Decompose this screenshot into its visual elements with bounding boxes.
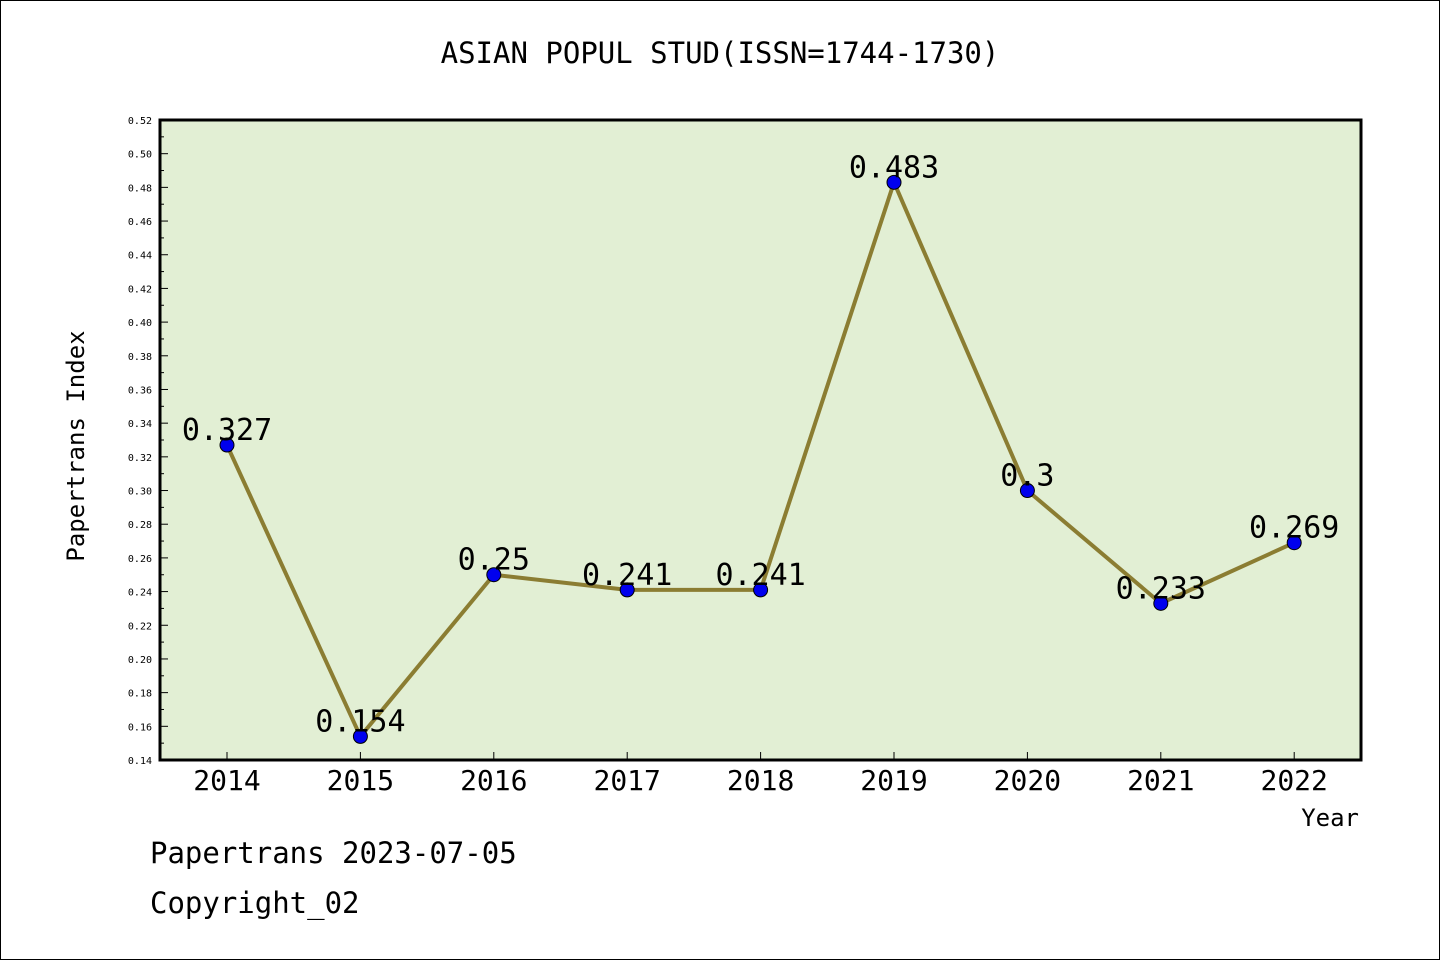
y-tick-label: 0.36 xyxy=(128,385,152,396)
x-tick-label: 2022 xyxy=(1260,764,1327,797)
data-label: 0.154 xyxy=(315,704,405,739)
data-point xyxy=(886,174,902,190)
data-point xyxy=(1286,535,1302,551)
y-tick-label: 0.16 xyxy=(128,722,152,733)
x-tick-label: 2015 xyxy=(327,764,394,797)
data-label: 0.483 xyxy=(849,150,939,185)
data-point xyxy=(1019,483,1035,499)
y-axis-label: Papertrans Index xyxy=(62,330,90,561)
data-point xyxy=(619,582,635,598)
y-tick-label: 0.38 xyxy=(128,352,152,363)
x-tick-label: 2017 xyxy=(593,764,660,797)
data-point xyxy=(219,437,235,453)
data-label: 0.241 xyxy=(715,558,805,593)
plot-border xyxy=(158,118,1363,762)
data-point xyxy=(1153,595,1169,611)
y-tick-label: 0.30 xyxy=(128,487,152,498)
y-tick-label: 0.34 xyxy=(128,419,152,430)
y-tick-label: 0.20 xyxy=(128,655,152,666)
y-tick-label: 0.52 xyxy=(128,116,152,127)
y-axis-ticks: 0.14 0.16 0.18 0.20 0.22 0.24 0.26 0.28 0.30 0.32… xyxy=(128,116,168,767)
x-tick-label: 2021 xyxy=(1127,764,1194,797)
footer-date: Papertrans 2023-07-05 xyxy=(150,836,517,870)
series-layer xyxy=(219,174,1302,744)
y-tick-label: 0.44 xyxy=(128,251,152,262)
y-tick-label: 0.48 xyxy=(128,183,152,194)
y-tick-label: 0.26 xyxy=(128,554,152,565)
y-tick-label: 0.50 xyxy=(128,150,152,161)
data-point xyxy=(486,567,502,583)
x-tick-label: 2020 xyxy=(994,764,1061,797)
x-axis-label: Year xyxy=(1301,804,1359,832)
x-tick-label: 2014 xyxy=(193,764,260,797)
y-tick-label: 0.46 xyxy=(128,217,152,228)
data-label: 0.233 xyxy=(1116,571,1206,606)
x-axis-ticks: 2014 2015 2016 2017 2018 2019 2020 2021 2022 xyxy=(193,752,1328,797)
footer-copyright: Copyright_02 xyxy=(150,886,360,920)
chart-title: ASIAN POPUL STUD(ISSN=1744-1730) xyxy=(440,36,1000,70)
plot-area xyxy=(160,120,1361,760)
data-label: 0.25 xyxy=(458,543,530,578)
data-label: 0.269 xyxy=(1249,511,1339,546)
y-tick-label: 0.24 xyxy=(128,588,152,599)
data-point xyxy=(753,582,769,598)
data-label: 0.241 xyxy=(582,558,672,593)
data-labels: 0.327 0.154 0.25 0.241 0.241 0.483 0.3 0.233 0.2… xyxy=(182,150,1340,739)
y-tick-label: 0.28 xyxy=(128,520,152,531)
data-label: 0.3 xyxy=(1000,459,1054,494)
x-tick-label: 2018 xyxy=(727,764,794,797)
data-label: 0.327 xyxy=(182,413,272,448)
x-tick-label: 2016 xyxy=(460,764,527,797)
y-tick-label: 0.42 xyxy=(128,284,152,295)
y-tick-label: 0.18 xyxy=(128,689,152,700)
y-tick-label: 0.14 xyxy=(128,756,152,767)
x-tick-label: 2019 xyxy=(860,764,927,797)
y-tick-label: 0.22 xyxy=(128,621,152,632)
y-tick-label: 0.32 xyxy=(128,453,152,464)
data-point xyxy=(352,728,368,744)
y-tick-label: 0.40 xyxy=(128,318,152,329)
